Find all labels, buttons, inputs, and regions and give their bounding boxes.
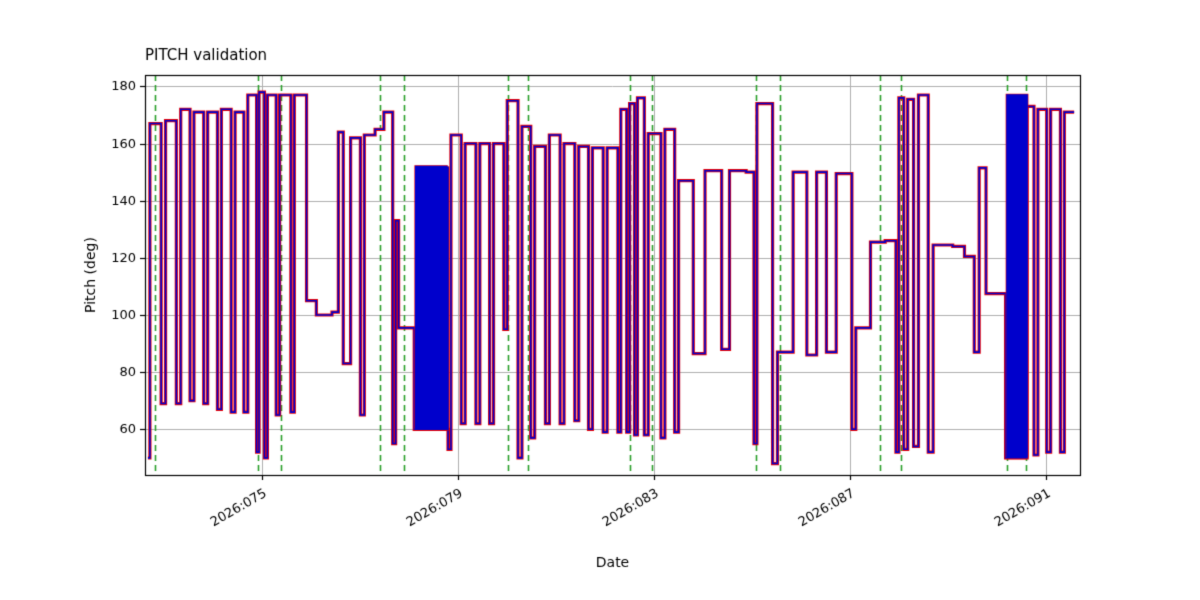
pitch-validation-figure: PITCH validation Date Pitch (deg) bbox=[0, 0, 1200, 600]
pitch-validation-chart-canvas bbox=[0, 0, 1200, 600]
